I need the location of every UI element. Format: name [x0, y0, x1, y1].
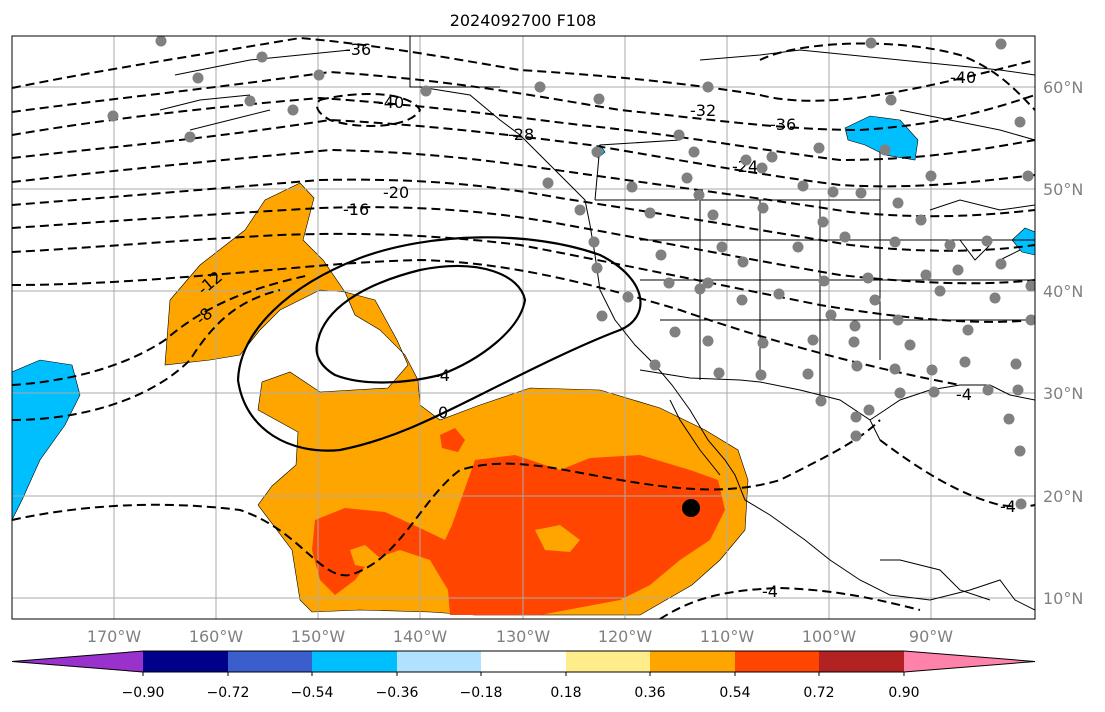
colorbar-tick-label: −0.90: [122, 685, 165, 701]
shade-blue-quebec: [1011, 227, 1035, 256]
contour-label: -36: [770, 115, 796, 134]
graticule: [12, 36, 1035, 619]
colorbar-segment: [819, 651, 904, 672]
colorbar: [11, 650, 1036, 676]
colorbar-segment: [904, 651, 1035, 672]
map-frame: [11, 35, 1036, 620]
contours-dashed: [12, 36, 1035, 619]
shade-blue-hudson: [844, 115, 919, 161]
contour-label: -32: [690, 101, 716, 120]
contour-label: 0: [438, 403, 448, 422]
shade-yellow-patch: [535, 525, 580, 552]
shade-red-orange: [312, 455, 725, 615]
lat-labels: 60°N 50°N 40°N 30°N 20°N 10°N: [1043, 78, 1083, 608]
contour-label: -4: [1000, 497, 1016, 516]
station-dots: [107, 36, 1035, 510]
colorbar-tick-label: −0.36: [376, 685, 419, 701]
contour-label: -4: [434, 366, 450, 385]
figure-title: 2024092700 F108: [450, 11, 597, 30]
map-content: -36 -40 -32 -36 -40 -24 -28 -20 -16 -12 …: [12, 36, 1035, 619]
lon-label: 150°W: [291, 627, 346, 646]
contours-solid: [236, 236, 642, 452]
colorbar-segment: [312, 651, 397, 672]
contour-label: -4: [762, 582, 778, 601]
lon-label: 140°W: [393, 627, 448, 646]
shade-yellow-patch-2: [350, 545, 380, 568]
shade-blue-pacific: [12, 359, 81, 521]
colorbar-segment: [735, 651, 819, 672]
lon-label: 90°W: [909, 627, 953, 646]
colorbar-tick-label: 0.36: [634, 685, 665, 701]
black-dot-marker: [682, 499, 700, 517]
colorbar-tick-label: 0.18: [550, 685, 581, 701]
lat-label: 40°N: [1043, 282, 1083, 301]
contour-label: -40: [950, 68, 976, 87]
contour-label: -36: [345, 40, 371, 59]
lon-label: 110°W: [700, 627, 755, 646]
colorbar-tick-label: 0.90: [888, 685, 919, 701]
colorbar-tick-label: 0.72: [803, 685, 834, 701]
colorbar-tick-label: −0.72: [207, 685, 250, 701]
lon-label: 160°W: [189, 627, 244, 646]
colorbar-segment: [397, 651, 481, 672]
colorbar-segment: [228, 651, 312, 672]
colorbar-tick-label: 0.54: [719, 685, 750, 701]
colorbar-tick-label: −0.54: [291, 685, 334, 701]
contour-label: -24: [732, 157, 758, 176]
coastlines: [159, 36, 1035, 611]
contour-label: -16: [343, 200, 369, 219]
contour-label: -4: [956, 385, 972, 404]
lon-labels: 170°W 160°W 150°W 140°W 130°W 120°W 110°…: [87, 627, 953, 646]
lat-label: 60°N: [1043, 78, 1083, 97]
colorbar-segment: [143, 651, 228, 672]
colorbar-tick-label: −0.18: [460, 685, 503, 701]
lat-label: 50°N: [1043, 180, 1083, 199]
contour-label: -28: [508, 125, 534, 144]
lat-label: 30°N: [1043, 384, 1083, 403]
contour-label: -20: [383, 183, 409, 202]
contour-label: -40: [378, 93, 404, 112]
lat-label: 20°N: [1043, 487, 1083, 506]
colorbar-segment: [12, 651, 143, 672]
lon-label: 130°W: [496, 627, 551, 646]
colorbar-segment: [650, 651, 735, 672]
lat-label: 10°N: [1043, 589, 1083, 608]
colorbar-segment: [566, 651, 650, 672]
shade-red-orange-small: [440, 428, 465, 452]
lon-label: 120°W: [598, 627, 653, 646]
lon-label: 100°W: [802, 627, 857, 646]
colorbar-labels: −0.90 −0.72 −0.54 −0.36 −0.18 0.18 0.36 …: [122, 685, 920, 701]
colorbar-segment: [481, 651, 566, 672]
lon-label: 170°W: [87, 627, 142, 646]
